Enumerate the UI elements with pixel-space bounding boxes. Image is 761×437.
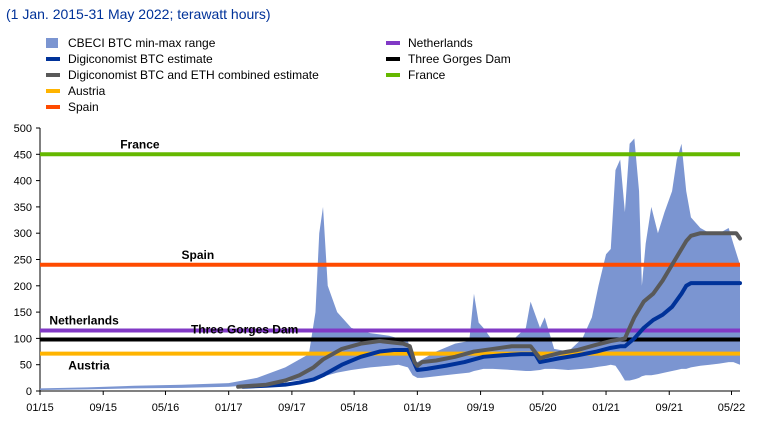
- y-tick-label: 450: [14, 149, 32, 161]
- x-tick-label: 09/21: [655, 402, 683, 414]
- legend-spain: Spain: [46, 100, 99, 114]
- legend-cbeci-label: CBECI BTC min-max range: [68, 36, 216, 50]
- y-tick-label: 50: [20, 360, 32, 372]
- legend-netherlands-swatch: [386, 40, 400, 45]
- y-tick-label: 150: [14, 307, 32, 319]
- x-tick-label: 05/18: [340, 402, 368, 414]
- ref-label-spain: Spain: [182, 248, 215, 262]
- ref-label-three-gorges-dam: Three Gorges Dam: [191, 322, 298, 336]
- y-tick-label: 0: [26, 386, 32, 398]
- y-tick-label: 500: [14, 123, 32, 135]
- legend-three-gorges-swatch: [386, 56, 400, 61]
- legend-austria-label: Austria: [68, 84, 106, 98]
- x-tick-label: 01/21: [592, 402, 620, 414]
- x-tick-label: 05/20: [529, 402, 557, 414]
- series-btc-line: [240, 281, 742, 389]
- legend-three-gorges-label: Three Gorges Dam: [408, 52, 511, 66]
- y-tick-label: 250: [14, 255, 32, 267]
- x-tick-label: 09/15: [89, 402, 117, 414]
- x-tick-label: 01/17: [215, 402, 243, 414]
- y-tick-label: 350: [14, 202, 32, 214]
- legend-spain-swatch: [46, 104, 60, 109]
- x-tick-label: 01/15: [26, 402, 54, 414]
- legend-austria-swatch: [46, 88, 60, 93]
- legend-france-swatch: [386, 72, 400, 77]
- legend-spain-label: Spain: [68, 100, 99, 114]
- ref-label-netherlands: Netherlands: [49, 314, 119, 328]
- x-tick-label: 05/22: [718, 402, 746, 414]
- y-tick-label: 200: [14, 281, 32, 293]
- legend-btc: Digiconomist BTC estimate: [46, 52, 213, 66]
- x-tick-label: 01/19: [404, 402, 432, 414]
- legend-three-gorges: Three Gorges Dam: [386, 52, 511, 66]
- legend-france-label: France: [408, 68, 446, 82]
- x-tick-label: 09/17: [278, 402, 306, 414]
- x-tick-label: 05/16: [152, 402, 180, 414]
- legend-cbeci-swatch: [46, 37, 58, 48]
- legend-cbeci: CBECI BTC min-max range: [46, 36, 215, 50]
- y-tick-label: 300: [14, 228, 32, 240]
- legend-austria: Austria: [46, 84, 105, 98]
- ref-label-france: France: [120, 137, 160, 151]
- chart-subtitle: (1 Jan. 2015-31 May 2022; terawatt hours…: [6, 6, 271, 22]
- y-tick-label: 100: [14, 333, 32, 345]
- legend-netherlands-label: Netherlands: [408, 36, 473, 50]
- legend-combined-swatch: [46, 72, 60, 77]
- ref-label-austria: Austria: [68, 359, 110, 373]
- legend-combined-label: Digiconomist BTC and ETH combined estima…: [68, 68, 319, 82]
- legend-france: France: [386, 68, 445, 82]
- legend-btc-label: Digiconomist BTC estimate: [68, 52, 213, 66]
- x-tick-label: 09/19: [467, 402, 495, 414]
- legend-netherlands: Netherlands: [386, 36, 473, 50]
- series-combined-line: [236, 231, 742, 389]
- legend-btc-swatch: [46, 56, 60, 61]
- legend-combined: Digiconomist BTC and ETH combined estima…: [46, 68, 319, 82]
- y-tick-label: 400: [14, 176, 32, 188]
